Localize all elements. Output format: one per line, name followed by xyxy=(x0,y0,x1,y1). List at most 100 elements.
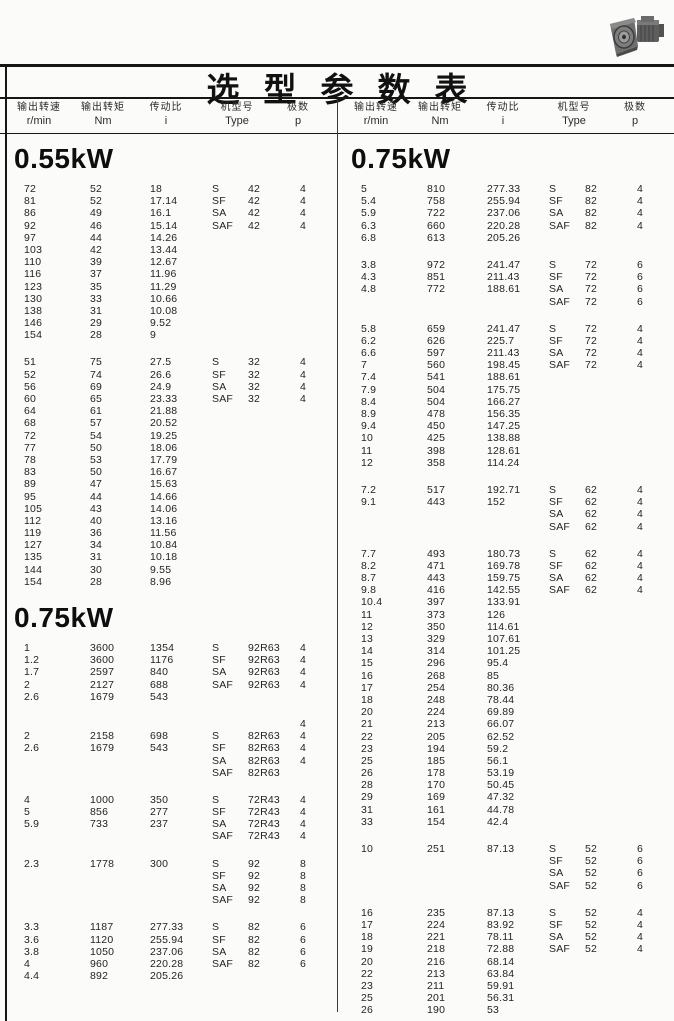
cell-torque: 541 xyxy=(427,371,446,384)
cell-type-prefix xyxy=(212,281,248,293)
cell-type-size xyxy=(585,384,637,396)
table-row: 95 44 14.66 xyxy=(0,491,337,503)
cell-speed: 56 xyxy=(24,380,37,393)
cell-ratio: 138.88 xyxy=(487,432,521,445)
cell-speed: 92 xyxy=(24,219,37,232)
cell-type-size xyxy=(585,596,637,608)
cell-type-size xyxy=(248,970,300,982)
cell-type-size xyxy=(248,430,300,442)
cell-torque: 856 xyxy=(90,806,109,819)
cell-type-prefix: S xyxy=(549,258,557,271)
cell-type-size: 72 xyxy=(585,295,598,308)
cell-type-size xyxy=(248,718,300,730)
table-row: 103 42 13.44 xyxy=(0,244,337,256)
cell-speed: 4.8 xyxy=(361,283,377,296)
header-type: 机型号 Type xyxy=(541,101,607,128)
cell-torque: 397 xyxy=(427,596,446,609)
cell-ratio: 188.61 xyxy=(487,371,521,384)
cell-ratio xyxy=(487,521,549,533)
cell-speed: 2 xyxy=(24,678,31,691)
table-row: SF 92 8 xyxy=(0,870,337,882)
cell-torque: 65 xyxy=(90,393,103,405)
cell-ratio: 15.14 xyxy=(150,219,178,232)
cell-type-size xyxy=(248,527,300,539)
header-ratio-unit: i xyxy=(501,115,505,127)
header-torque-label: 输出转矩 xyxy=(418,102,462,113)
header-poles-label: 极数 xyxy=(624,102,646,113)
cell-speed: 5 xyxy=(361,183,368,195)
cell-type-size: 92 xyxy=(248,894,261,907)
cell-torque: 722 xyxy=(427,207,446,220)
cell-torque: 36 xyxy=(90,527,103,540)
data-block: 10 251 87.13 S 52 6 SF 52 6 SA 52 6 SAF 52 6 xyxy=(337,843,674,892)
cell-type-size: 52 xyxy=(585,855,598,868)
cell-torque: 154 xyxy=(427,815,446,828)
cell-poles xyxy=(300,478,330,490)
cell-poles xyxy=(300,329,330,341)
cell-torque: 2597 xyxy=(90,666,115,679)
cell-type-prefix: SAF xyxy=(212,393,234,405)
cell-speed xyxy=(337,521,427,533)
cell-type-size: 72 xyxy=(585,359,598,372)
cell-speed: 4 xyxy=(24,957,31,970)
cell-poles: 6 xyxy=(637,283,644,296)
cell-type-prefix: S xyxy=(549,322,557,335)
cell-torque: 44 xyxy=(90,490,103,503)
cell-ratio: 63.84 xyxy=(487,967,515,980)
cell-type-prefix: SF xyxy=(549,334,563,347)
cell-torque: 443 xyxy=(427,572,446,585)
cell-poles xyxy=(637,731,667,743)
cell-speed: 25 xyxy=(361,992,374,1005)
cell-poles: 6 xyxy=(637,867,644,880)
table-row: 8.7 443 159.75 SA 62 4 xyxy=(337,572,674,584)
cell-type-prefix: SF xyxy=(212,806,226,819)
cell-type-size xyxy=(248,268,300,280)
left-page-border xyxy=(5,67,7,1021)
cell-torque: 626 xyxy=(427,334,446,347)
cell-type-prefix: SF xyxy=(212,195,226,208)
table-row: 138 31 10.08 xyxy=(0,305,337,317)
cell-speed: 3.8 xyxy=(361,258,377,271)
cell-type-size: 92R63 xyxy=(248,642,280,654)
cell-torque xyxy=(427,880,487,892)
table-row: SAF 62 4 xyxy=(337,521,674,533)
cell-type-prefix xyxy=(549,621,585,633)
cell-type-prefix xyxy=(212,515,248,527)
cell-poles: 4 xyxy=(637,906,644,919)
cell-torque: 185 xyxy=(427,754,446,767)
cell-poles: 4 xyxy=(300,730,307,743)
data-block: 16 235 87.13 S 52 4 17 224 83.92 SF 52 4 18 221 78.11 S… xyxy=(337,907,674,1017)
cell-type-prefix: S xyxy=(549,906,557,919)
cell-ratio: 95.4 xyxy=(487,657,509,670)
title-rule xyxy=(0,97,674,99)
cell-type-prefix: SF xyxy=(212,933,226,946)
cell-poles: 4 xyxy=(637,207,644,220)
cell-type-size xyxy=(248,244,300,256)
cell-ratio: 14.06 xyxy=(150,502,178,515)
table-row: 1.7 2597 840 SA 92R63 4 xyxy=(0,666,337,678)
cell-ratio: 277 xyxy=(150,806,169,819)
cell-poles: 4 xyxy=(637,931,644,944)
header-torque: 输出转矩 Nm xyxy=(78,101,128,128)
cell-poles xyxy=(637,633,667,645)
cell-torque: 224 xyxy=(427,918,446,931)
cell-torque: 213 xyxy=(427,967,446,980)
gearmotor-icon xyxy=(610,16,664,57)
cell-poles xyxy=(637,670,667,682)
cell-speed: 8.9 xyxy=(361,408,377,420)
cell-type-prefix xyxy=(212,268,248,280)
cell-poles xyxy=(300,305,330,317)
cell-type-prefix xyxy=(549,968,585,980)
cell-speed xyxy=(0,870,90,882)
cell-type-size: 52 xyxy=(585,843,598,855)
cell-poles: 4 xyxy=(300,380,307,393)
table-row: 2.3 1778 300 S 92 8 xyxy=(0,858,337,870)
table-row: 5.8 659 241.47 S 72 4 xyxy=(337,323,674,335)
table-row: 144 30 9.55 xyxy=(0,564,337,576)
cell-poles xyxy=(300,244,330,256)
cell-speed xyxy=(337,296,427,308)
cell-speed: 51 xyxy=(24,356,37,369)
cell-torque: 450 xyxy=(427,420,446,433)
table-column-right: 0.75kW 5 810 277.33 S 82 4 5.4 758 255.94 SF 82 4 5.9… xyxy=(337,142,674,1021)
